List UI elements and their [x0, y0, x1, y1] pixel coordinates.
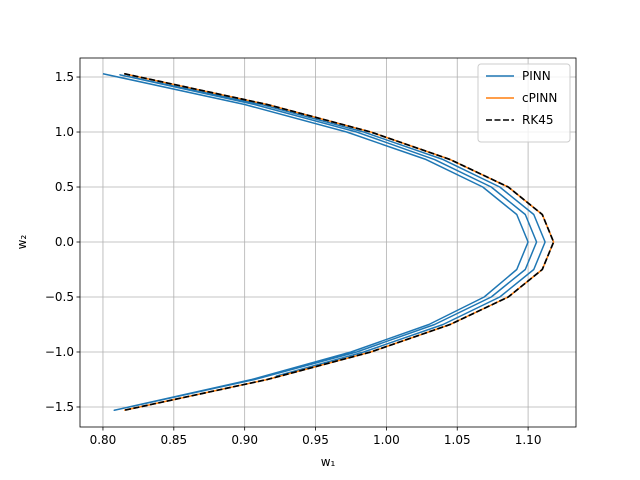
y-tick-label: 0.5: [55, 180, 74, 194]
legend: PINN cPINN RK45: [477, 63, 571, 143]
line-series: [102, 72, 546, 412]
y-tick-label: −0.5: [45, 290, 74, 304]
plot-frame: [79, 57, 577, 428]
legend-label: cPINN: [522, 91, 557, 105]
x-tick-label: 1.10: [515, 433, 542, 447]
y-tick-label: 0.0: [55, 235, 74, 249]
legend-label: RK45: [522, 113, 553, 127]
x-axis-label: w₁: [321, 455, 336, 469]
line-series: [124, 72, 555, 412]
y-tick-label: −1.5: [45, 400, 74, 414]
x-tick-label: 0.80: [90, 433, 117, 447]
x-tick-label: 1.05: [444, 433, 471, 447]
x-tick-label: 0.95: [302, 433, 329, 447]
x-tick-label: 0.90: [231, 433, 258, 447]
y-tick-label: 1.5: [55, 70, 74, 84]
x-tick-label: 0.85: [160, 433, 187, 447]
x-tick-label: 1.00: [373, 433, 400, 447]
y-tick-label: 1.0: [55, 125, 74, 139]
legend-label: PINN: [522, 69, 551, 83]
y-tick-label: −1.0: [45, 345, 74, 359]
y-axis-label: w₂: [15, 234, 29, 249]
legend-box: [477, 63, 571, 143]
